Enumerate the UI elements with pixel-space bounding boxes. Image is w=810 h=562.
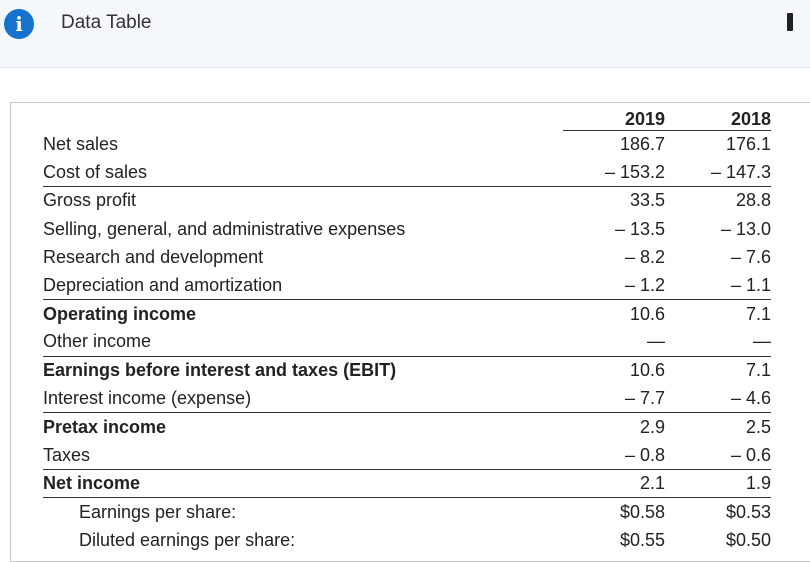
table-row: Operating income 10.6 7.1 xyxy=(43,299,771,329)
header-2018: 2018 xyxy=(669,104,771,131)
cell-2018: $0.53 xyxy=(669,497,771,527)
row-label: Cost of sales xyxy=(43,161,148,182)
table-row: Other income — — xyxy=(43,328,771,356)
cell-2019: 33.5 xyxy=(563,186,669,215)
info-icon: i xyxy=(4,9,34,39)
cell-2019: $0.58 xyxy=(563,497,669,527)
table-row: Interest income (expense) – 7.7 – 4.6 xyxy=(43,385,771,413)
data-table: 2019 2018 Net sales 186.7 176.1 Cost of sal… xyxy=(43,104,771,554)
minimize-icon[interactable] xyxy=(787,13,793,31)
cell-2019: – 8.2 xyxy=(624,246,665,267)
dialog-title: Data Table xyxy=(61,12,152,33)
header-2019: 2019 xyxy=(563,104,669,131)
row-label: Diluted earnings per share: xyxy=(79,529,296,550)
cell-2019: $0.55 xyxy=(619,529,665,550)
table-row: Pretax income 2.9 2.5 xyxy=(43,412,771,442)
table-row: Taxes – 0.8 – 0.6 xyxy=(43,441,771,469)
cell-2019: — xyxy=(647,331,665,352)
cell-2018: $0.50 xyxy=(725,529,771,550)
header-row: 2019 2018 xyxy=(43,104,771,131)
row-label: Earnings per share: xyxy=(43,497,563,527)
cell-2018: 7.1 xyxy=(669,355,771,385)
cell-2018: – 13.0 xyxy=(720,218,771,239)
cell-2018: 28.8 xyxy=(669,186,771,215)
row-label: Other income xyxy=(43,331,152,352)
header-label xyxy=(43,104,563,130)
cell-2019: – 7.7 xyxy=(624,388,665,409)
row-label: Interest income (expense) xyxy=(43,388,252,409)
cell-2018: 176.1 xyxy=(725,133,771,154)
cell-2018: – 4.6 xyxy=(730,388,771,409)
row-label: Research and development xyxy=(43,246,264,267)
dialog-header: i Data Table xyxy=(0,0,810,68)
cell-2019: 2.9 xyxy=(563,412,669,442)
row-label: Taxes xyxy=(43,444,91,465)
cell-2018: — xyxy=(753,331,771,352)
cell-2018: 1.9 xyxy=(669,469,771,498)
row-label: Depreciation and amortization xyxy=(43,274,283,295)
row-label: Net sales xyxy=(43,133,119,154)
cell-2019: – 153.2 xyxy=(604,161,665,182)
table-row: Diluted earnings per share: $0.55 $0.50 xyxy=(43,526,771,554)
cell-2018: – 147.3 xyxy=(710,161,771,182)
cell-2019: – 0.8 xyxy=(624,444,665,465)
table-row: Depreciation and amortization – 1.2 – 1.1 xyxy=(43,271,771,299)
row-label: Net income xyxy=(43,469,563,498)
row-label: Gross profit xyxy=(43,186,563,215)
table-row: Research and development – 8.2 – 7.6 xyxy=(43,243,771,271)
cell-2019: 10.6 xyxy=(563,355,669,385)
row-label: Operating income xyxy=(43,299,563,329)
cell-2018: – 0.6 xyxy=(730,444,771,465)
cell-2019: 2.1 xyxy=(563,469,669,498)
cell-2019: 10.6 xyxy=(563,299,669,329)
table-row: Selling, general, and administrative exp… xyxy=(43,215,771,243)
row-label: Selling, general, and administrative exp… xyxy=(43,218,406,239)
row-label: Pretax income xyxy=(43,412,563,442)
table-row: Net sales 186.7 176.1 xyxy=(43,130,771,158)
row-label: Earnings before interest and taxes (EBIT… xyxy=(43,355,563,385)
table-row: Earnings per share: $0.58 $0.53 xyxy=(43,497,771,527)
table-row: Earnings before interest and taxes (EBIT… xyxy=(43,355,771,385)
cell-2019: 186.7 xyxy=(619,133,665,154)
cell-2018: – 1.1 xyxy=(730,274,771,295)
cell-2019: – 13.5 xyxy=(614,218,665,239)
table-row: Net income 2.1 1.9 xyxy=(43,469,771,498)
table-row: Cost of sales – 153.2 – 147.3 xyxy=(43,158,771,186)
cell-2018: 7.1 xyxy=(669,299,771,329)
cell-2018: – 7.6 xyxy=(730,246,771,267)
table-row: Gross profit 33.5 28.8 xyxy=(43,186,771,215)
cell-2019: – 1.2 xyxy=(624,274,665,295)
cell-2018: 2.5 xyxy=(669,412,771,442)
